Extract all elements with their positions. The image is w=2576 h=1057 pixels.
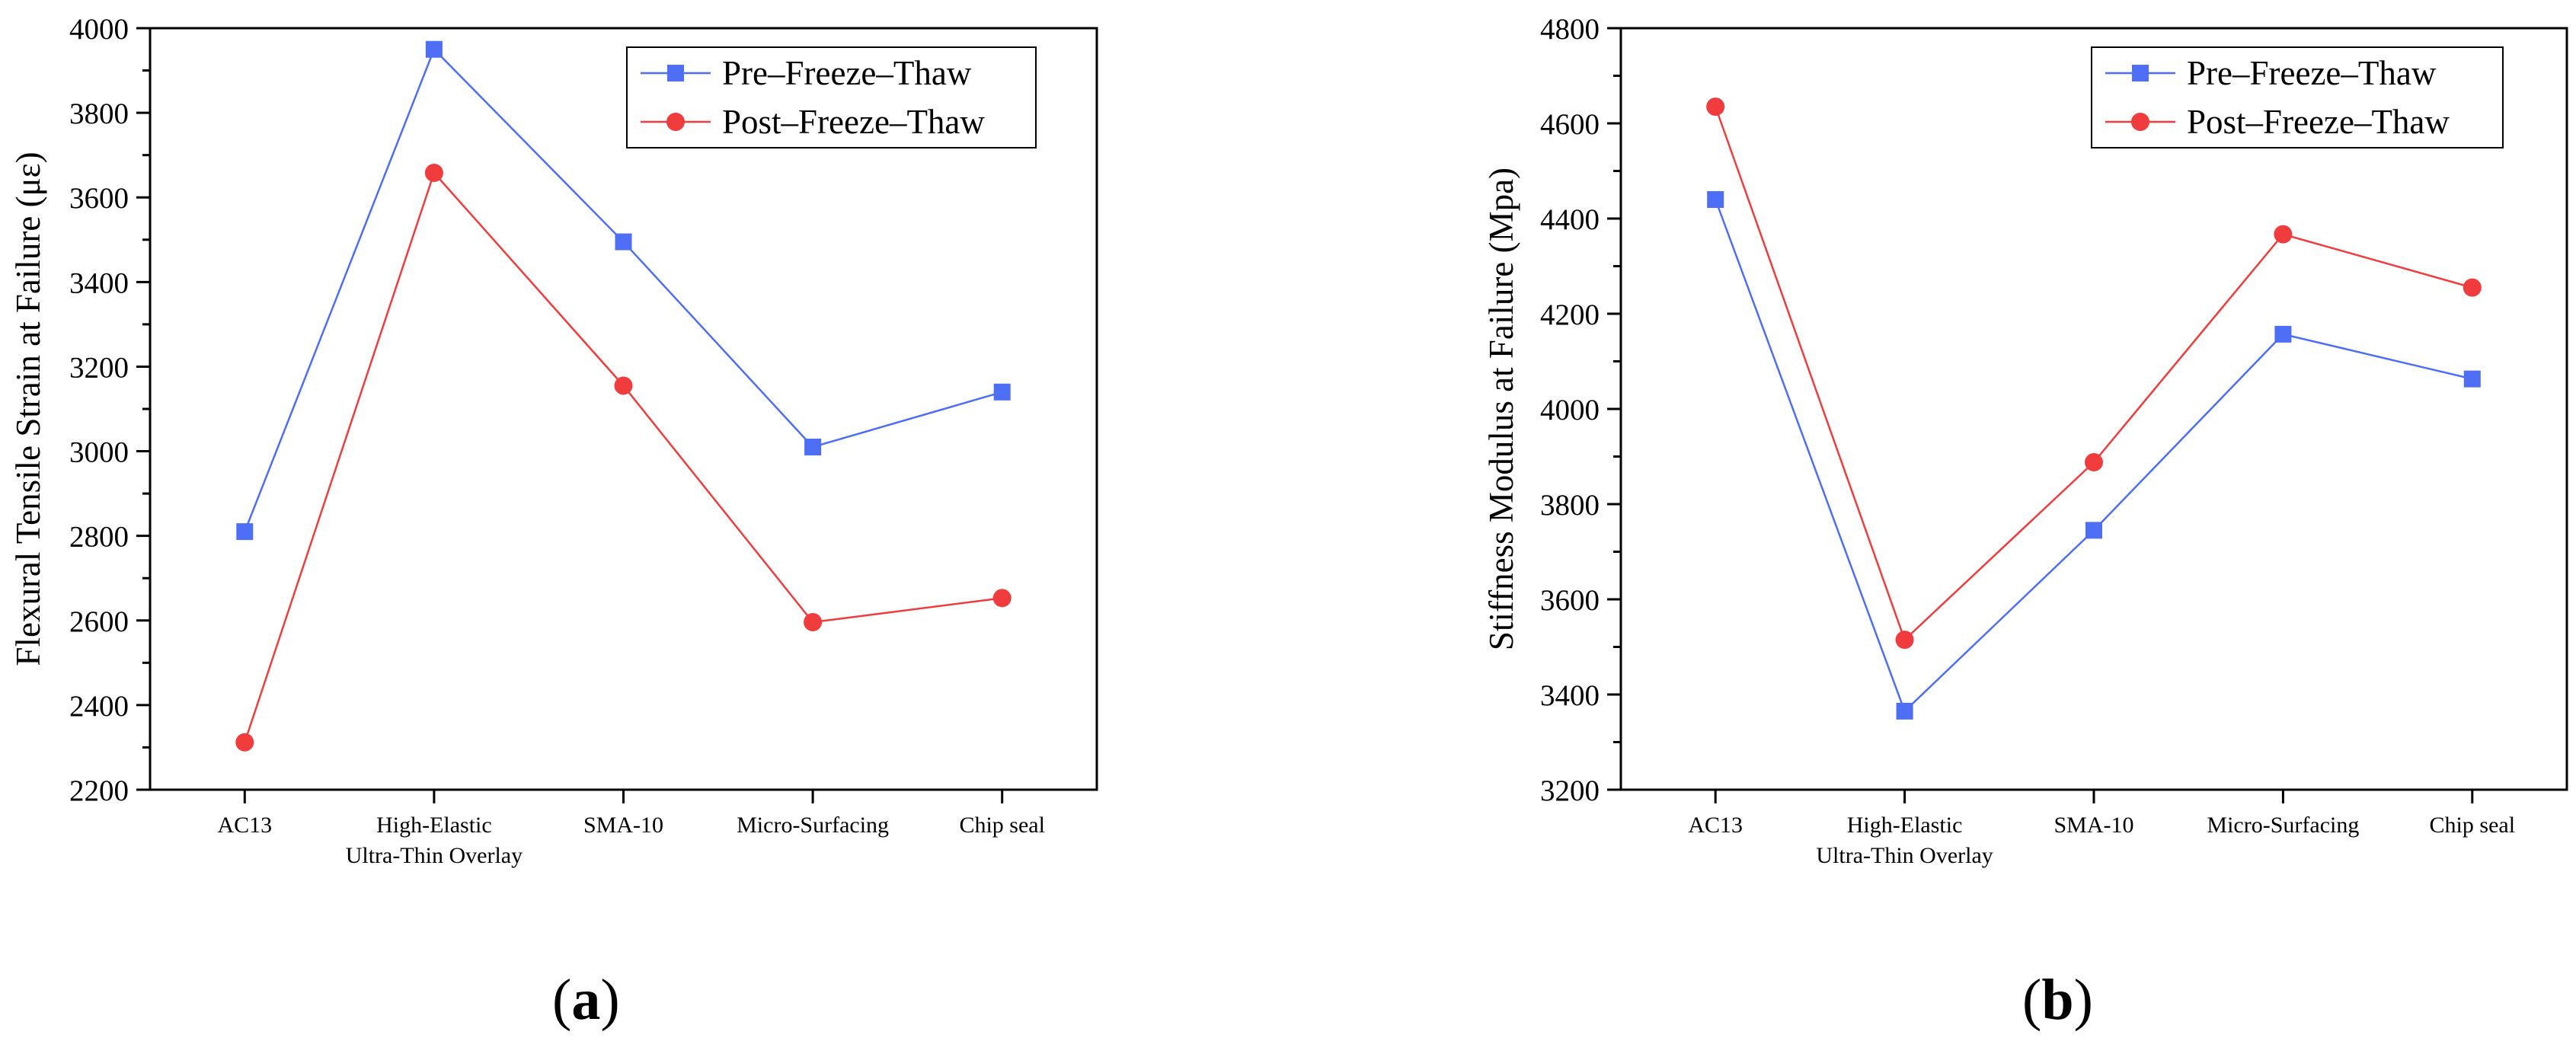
x-tick-label: Micro-Surfacing xyxy=(737,813,889,838)
x-tick-label-line: Chip seal xyxy=(2430,813,2516,838)
y-axis-label: Flexural Tensile Strain at Failure (με) xyxy=(9,152,47,666)
y-tick-label: 3600 xyxy=(69,182,129,215)
data-point-post xyxy=(1706,97,1725,117)
y-tick-label: 4000 xyxy=(1540,394,1600,426)
x-tick-label-line: AC13 xyxy=(1688,813,1743,838)
x-tick-label-line: AC13 xyxy=(217,813,272,838)
chart-b-stiffness-modulus: 3200 3400 3600 3800 4000 4200 4400 4600 4800 AC13… xyxy=(1482,13,2568,868)
y-tick-label: 2800 xyxy=(69,521,129,554)
data-point-pre xyxy=(425,40,443,58)
data-point-post xyxy=(804,613,823,631)
legend-label: Post–Freeze–Thaw xyxy=(2187,103,2450,141)
x-tick-label-line: Chip seal xyxy=(959,813,1045,838)
y-tick-label: 3800 xyxy=(1540,489,1600,522)
data-point-post xyxy=(992,589,1012,608)
y-tick-label: 4000 xyxy=(69,13,129,46)
legend-box xyxy=(2091,46,2504,148)
data-point-post xyxy=(1895,631,1914,650)
x-tick-label: High-Elastic Ultra-Thin Overlay xyxy=(346,813,523,868)
y-tick-label: 4200 xyxy=(1540,299,1600,331)
data-point-pre xyxy=(1707,191,1724,208)
data-point-pre xyxy=(2274,325,2292,343)
x-tick-label-line: Ultra-Thin Overlay xyxy=(346,843,523,868)
y-tick-label: 3800 xyxy=(69,97,129,130)
x-tick-label-line: SMA-10 xyxy=(583,813,663,838)
panel-label-b: (b) xyxy=(2022,968,2093,1032)
data-point-post xyxy=(424,164,443,182)
y-tick-label: 3200 xyxy=(1540,774,1600,807)
legend-label: Post–Freeze–Thaw xyxy=(722,103,985,141)
legend-label: Pre–Freeze–Thaw xyxy=(722,54,972,92)
y-tick-label: 3400 xyxy=(69,267,129,299)
y-axis-label: Stiffness Modulus at Failure (Mpa) xyxy=(1482,168,1520,650)
legend-marker-circle xyxy=(666,113,685,131)
x-tick-label-line: High-Elastic xyxy=(376,813,492,838)
y-tick-label: 4600 xyxy=(1540,108,1600,141)
x-tick-label-line: High-Elastic xyxy=(1847,813,1963,838)
chart-a-flexural-tensile-strain: 2200 2400 2600 2800 3000 3200 3400 3600 3800 4000… xyxy=(9,13,1098,868)
data-point-pre xyxy=(804,439,822,455)
y-tick-label: 4400 xyxy=(1540,203,1600,236)
x-tick-label: AC13 xyxy=(217,813,272,838)
series-line-post xyxy=(1715,106,2473,642)
y-tick-label: 3400 xyxy=(1540,679,1600,712)
data-point-pre xyxy=(236,523,254,541)
y-tick-label: 3600 xyxy=(1540,584,1600,617)
y-tick-label: 2600 xyxy=(69,605,129,638)
y-tick-label: 4800 xyxy=(1540,13,1600,46)
y-tick-label: 3000 xyxy=(69,436,129,469)
data-point-pre xyxy=(615,233,632,251)
legend-marker-square xyxy=(667,65,684,81)
legend-box xyxy=(626,46,1037,148)
legend-marker-square xyxy=(2132,65,2149,81)
data-point-pre xyxy=(2463,370,2481,388)
x-tick-label-line: Micro-Surfacing xyxy=(737,813,889,838)
data-point-post xyxy=(235,733,254,752)
x-tick-label: SMA-10 xyxy=(583,813,663,838)
y-tick-label: 2200 xyxy=(69,774,129,807)
x-tick-label-line: Ultra-Thin Overlay xyxy=(1816,843,1993,868)
x-tick-label: Chip seal xyxy=(2430,813,2516,838)
data-point-pre xyxy=(1896,702,1913,720)
y-tick-label: 2400 xyxy=(69,690,129,723)
data-point-post xyxy=(614,376,633,395)
x-tick-label: Chip seal xyxy=(959,813,1045,838)
legend-marker-circle xyxy=(2131,113,2149,131)
data-point-pre xyxy=(2085,522,2102,539)
x-tick-label: SMA-10 xyxy=(2053,813,2133,838)
x-tick-label-line: Micro-Surfacing xyxy=(2207,813,2359,838)
x-tick-label: Micro-Surfacing xyxy=(2207,813,2359,838)
x-tick-label: High-Elastic Ultra-Thin Overlay xyxy=(1816,813,1993,868)
y-tick-label: 3200 xyxy=(69,351,129,384)
x-tick-label-line: SMA-10 xyxy=(2053,813,2133,838)
panel-label-a: (a) xyxy=(552,968,620,1032)
series-line-post xyxy=(244,171,1002,743)
data-point-post xyxy=(2274,225,2293,244)
data-point-post xyxy=(2463,278,2482,297)
data-point-post xyxy=(2085,453,2103,471)
data-point-pre xyxy=(993,383,1011,401)
legend-label: Pre–Freeze–Thaw xyxy=(2187,54,2437,92)
x-tick-label: AC13 xyxy=(1688,813,1743,838)
